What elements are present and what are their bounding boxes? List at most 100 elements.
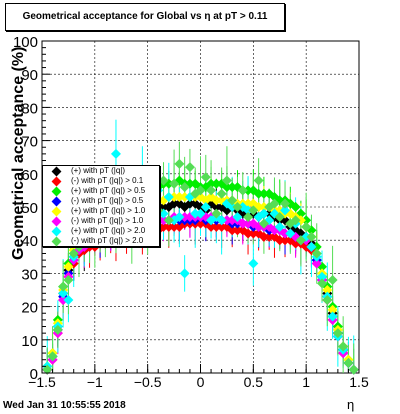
data-point <box>221 182 232 193</box>
data-point <box>58 294 69 305</box>
data-point <box>253 188 264 199</box>
data-point <box>163 221 174 232</box>
data-point <box>179 268 190 279</box>
data-point <box>290 215 301 226</box>
data-point <box>237 185 248 196</box>
data-point <box>221 175 232 186</box>
x-tick-label: −1 <box>87 374 103 390</box>
data-point <box>248 228 259 239</box>
legend-entry: (-) with pT (|q|) > 1.0 <box>43 216 159 227</box>
data-point <box>243 185 254 196</box>
data-point <box>311 248 322 259</box>
data-point <box>274 211 285 222</box>
legend-marker <box>51 236 62 247</box>
data-point <box>248 198 259 209</box>
legend-entry: (-) with pT (|q|) > 0.5 <box>43 196 159 207</box>
legend-label: (+) with pT (|q|) > 1.0 <box>71 206 146 215</box>
data-point <box>285 228 296 239</box>
date-stamp: Wed Jan 31 10:55:55 2018 <box>3 400 126 411</box>
y-tick-label: 50 <box>21 200 38 217</box>
data-point <box>179 211 190 222</box>
legend-entry: (+) with pT (|q|) > 2.0 <box>43 226 159 237</box>
data-point <box>200 202 211 212</box>
y-tick-label: 70 <box>21 134 38 151</box>
data-point <box>248 185 259 196</box>
data-point <box>211 208 222 219</box>
y-tick-label: 10 <box>21 333 38 350</box>
data-point <box>184 162 195 173</box>
data-point <box>110 148 121 159</box>
data-point <box>158 215 169 226</box>
data-point <box>52 324 63 335</box>
data-point <box>338 341 349 352</box>
data-point <box>211 195 222 206</box>
data-point <box>322 294 333 305</box>
data-point <box>158 221 169 232</box>
legend-marker <box>51 176 62 187</box>
data-point <box>216 221 227 232</box>
data-point <box>327 304 338 315</box>
data-point <box>248 258 259 269</box>
x-tick-label: 1.5 <box>349 374 369 390</box>
data-point <box>306 241 317 252</box>
data-point <box>280 228 291 239</box>
data-point <box>301 221 312 232</box>
y-tick-label: 30 <box>21 266 38 283</box>
data-point <box>311 241 322 252</box>
data-point <box>184 198 195 209</box>
data-point <box>58 288 69 299</box>
data-point <box>232 211 243 222</box>
x-tick-label: 0 <box>197 374 205 390</box>
data-point <box>169 192 180 203</box>
data-point <box>169 221 180 232</box>
data-point <box>280 235 291 246</box>
x-axis-label: η <box>347 397 355 412</box>
data-point <box>163 215 174 226</box>
data-point <box>195 185 206 196</box>
data-point <box>317 271 328 282</box>
legend-entry: (-) with pT (|q|) > 0.1 <box>43 176 159 187</box>
data-point <box>343 358 354 369</box>
data-point <box>348 364 359 375</box>
data-point <box>248 218 259 229</box>
data-point <box>200 172 211 183</box>
legend-label: (-) with pT (|q|) > 2.0 <box>71 236 144 245</box>
legend-marker <box>51 186 62 197</box>
legend-entry: (+) with pT (|q|) > 0.5 <box>43 186 159 197</box>
data-point <box>158 175 169 186</box>
data-point <box>258 208 269 219</box>
y-axis-label: Geometrical acceptance (%) <box>10 46 27 260</box>
legend-label: (+) with pT (|q|) > 2.0 <box>71 226 146 235</box>
data-point <box>42 364 53 375</box>
data-point <box>258 231 269 242</box>
data-point <box>232 225 243 236</box>
data-point <box>274 221 285 232</box>
data-point <box>322 285 333 295</box>
data-point <box>195 208 206 219</box>
data-point <box>301 215 312 226</box>
chart-title: Geometrical acceptance for Global vs η a… <box>5 3 285 31</box>
data-point <box>211 221 222 232</box>
data-point <box>174 158 185 169</box>
data-point <box>169 178 180 189</box>
data-point <box>174 211 185 222</box>
data-point <box>237 218 248 229</box>
y-tick-label: 90 <box>21 67 38 84</box>
legend-marker <box>51 166 62 177</box>
data-point <box>68 248 79 259</box>
data-point <box>317 278 328 289</box>
data-point <box>290 202 301 212</box>
x-tick-label: −1.5 <box>28 374 56 390</box>
legend-marker <box>51 206 62 217</box>
data-point <box>179 182 190 193</box>
y-tick-label: 40 <box>21 233 38 250</box>
legend-entry: (-) with pT (|q|) > 2.0 <box>43 236 159 247</box>
legend-label: (-) with pT (|q|) > 1.0 <box>71 216 144 225</box>
data-point <box>216 188 227 199</box>
data-point <box>253 175 264 186</box>
data-point <box>264 231 275 242</box>
legend-entry: (+) with pT (|q|) <box>43 166 159 177</box>
data-point <box>332 328 343 339</box>
data-point <box>163 192 174 203</box>
data-point <box>206 185 217 196</box>
